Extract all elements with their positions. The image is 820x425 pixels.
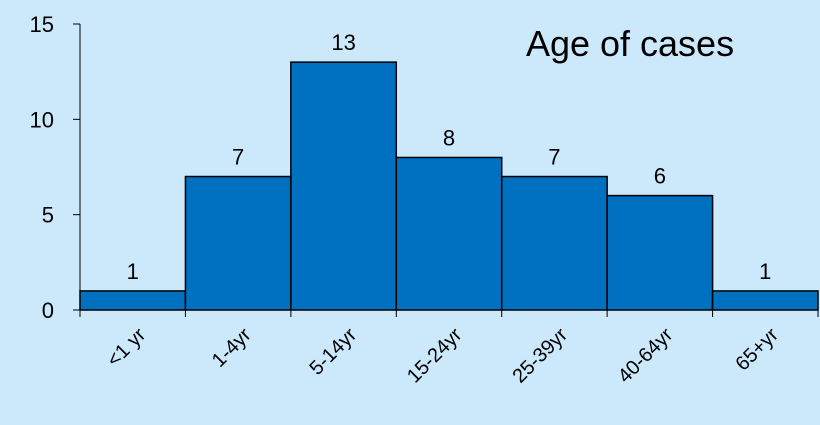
x-category-label: 40-64yr xyxy=(614,324,678,388)
bar-value-label-6: 6 xyxy=(654,164,666,189)
y-ticks-group: 0 5 10 15 xyxy=(30,12,80,323)
bar-1 xyxy=(79,290,187,311)
bar-value-label-2: 7 xyxy=(232,145,244,170)
x-category-label: 25-39yr xyxy=(508,324,572,388)
bar-2 xyxy=(184,175,292,311)
x-category-label: 5-14yr xyxy=(305,324,361,380)
x-category-label: <1 yr xyxy=(103,324,151,372)
x-category-label: 65+yr xyxy=(731,324,783,376)
bar-value-label-1: 1 xyxy=(127,259,139,284)
bar-value-label-5: 7 xyxy=(548,145,560,170)
bar-4 xyxy=(395,156,503,311)
y-tick-label: 15 xyxy=(30,12,54,37)
bar-6 xyxy=(606,194,714,311)
bars-group xyxy=(79,61,819,311)
x-labels-group: <1 yr 1-4yr 5-14yr 15-24yr 25-39yr 40-64yr 65+… xyxy=(79,310,819,388)
y-tick-label: 5 xyxy=(42,203,54,228)
bar-5 xyxy=(500,175,608,311)
axes-group xyxy=(79,24,818,311)
bar-3 xyxy=(290,61,398,311)
bar-labels-group: 1 7 13 8 7 6 1 xyxy=(127,30,772,284)
bar-value-label-3: 13 xyxy=(331,30,355,55)
chart-title: Age of cases xyxy=(526,23,734,64)
bar-value-label-7: 1 xyxy=(759,259,771,284)
x-category-label: 1-4yr xyxy=(208,324,256,372)
bar-7 xyxy=(711,290,819,311)
x-category-label: 15-24yr xyxy=(403,324,467,388)
y-tick-label: 10 xyxy=(30,107,54,132)
bar-value-label-4: 8 xyxy=(443,125,455,150)
y-tick-label: 0 xyxy=(42,298,54,323)
